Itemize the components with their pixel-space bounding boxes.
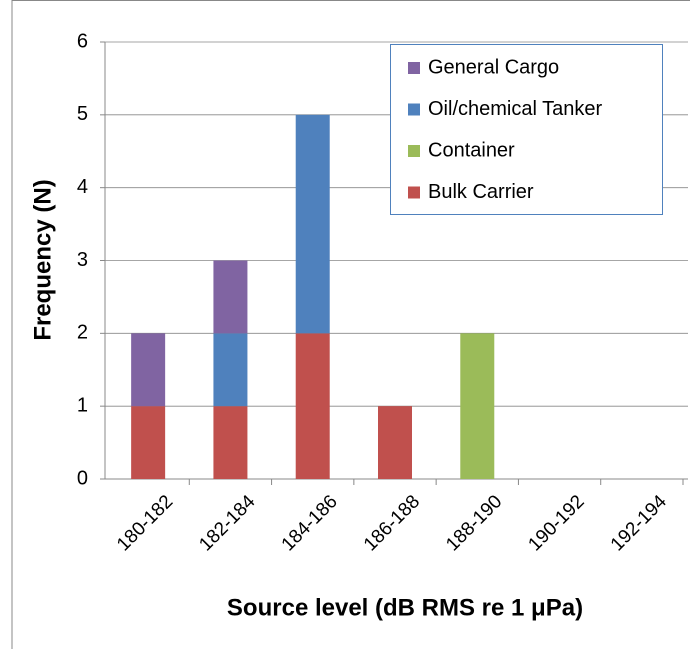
legend-box: [390, 44, 663, 215]
y-axis-title: Frequency (N): [29, 179, 56, 340]
legend-swatch: [408, 145, 420, 157]
bar-segment: [131, 333, 166, 407]
legend-label: General Cargo: [428, 56, 559, 78]
legend-swatch: [408, 103, 420, 116]
bar-segment: [378, 406, 412, 479]
x-axis-title: Source level (dB RMS re 1 μPa): [227, 594, 583, 621]
bar-segment: [295, 114, 330, 334]
y-tick-label: 0: [77, 467, 88, 489]
legend-label: Oil/chemical Tanker: [428, 98, 602, 120]
bar-segment: [213, 260, 248, 334]
bar-segment: [131, 406, 166, 479]
y-tick-label: 4: [77, 176, 88, 198]
bar-segment: [460, 333, 495, 479]
y-tick-label: 5: [77, 103, 88, 125]
legend-label: Bulk Carrier: [428, 181, 534, 203]
legend-label: Container: [428, 139, 515, 161]
y-tick-label: 6: [77, 30, 88, 52]
legend-swatch: [408, 186, 420, 199]
bar-segment: [295, 333, 330, 479]
y-tick-label: 1: [77, 394, 88, 416]
legend-swatch: [408, 62, 420, 74]
y-tick-label: 3: [77, 249, 88, 271]
bar-segment: [213, 406, 248, 479]
bar-segment: [213, 333, 248, 407]
y-tick-label: 2: [77, 322, 88, 344]
